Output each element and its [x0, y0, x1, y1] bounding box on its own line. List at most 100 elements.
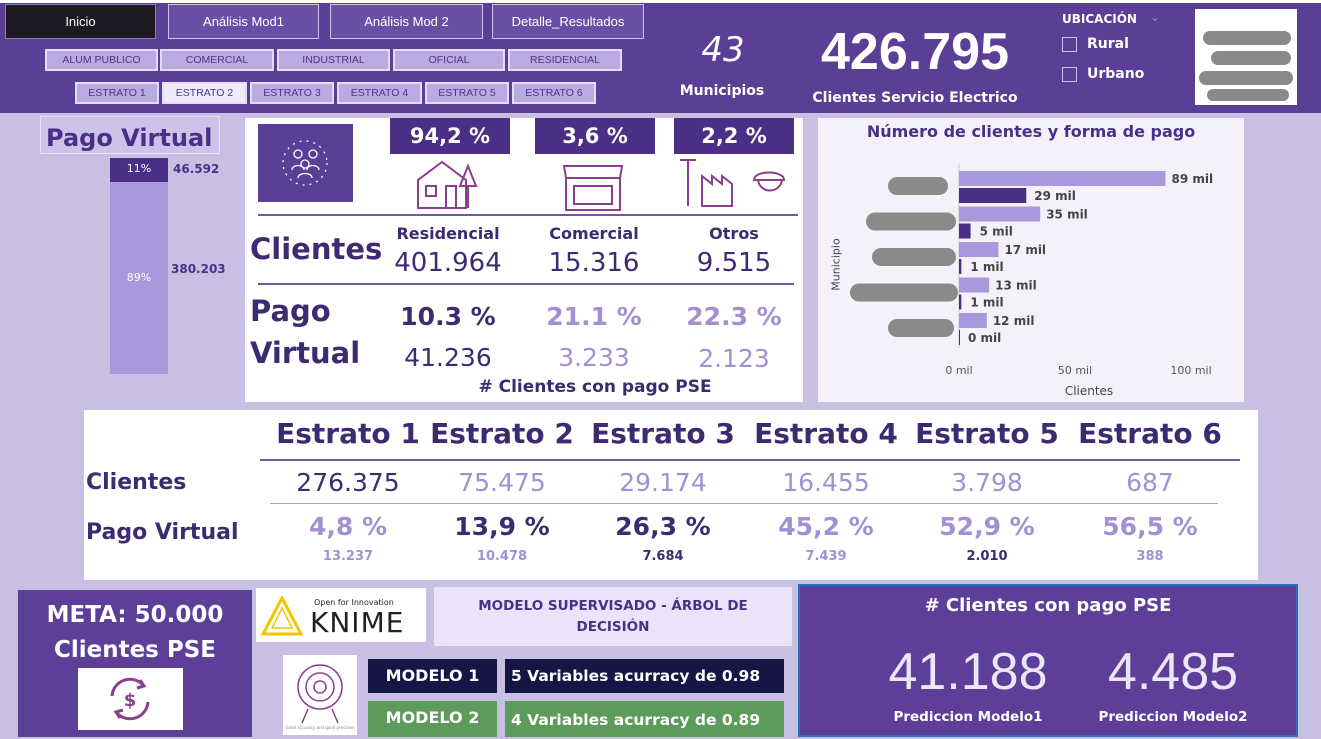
prediccion-panel [798, 584, 1298, 737]
modelo2-badge[interactable]: MODELO 2 [368, 701, 497, 737]
estrato-header-2: Estrato 2 [430, 417, 574, 450]
bar-pago-pse[interactable] [959, 259, 962, 274]
estratos-clientes-label: Clientes [86, 470, 187, 495]
pago-virtual-top-segment[interactable] [110, 158, 168, 182]
redacted-category-label[interactable] [850, 283, 958, 302]
tab-analisis-mod1[interactable]: Análisis Mod1 [168, 4, 319, 39]
bar-label: 0 mil [968, 331, 1001, 345]
comercial-label: Comercial [549, 224, 639, 243]
modelo1-badge[interactable]: MODELO 1 [368, 659, 497, 693]
knime-logo: Open for Innovation KNIME [256, 588, 426, 642]
filter-alum-publico[interactable]: ALUM PUBLICO [45, 49, 158, 71]
filter-estrato-4[interactable]: ESTRATO 4 [337, 82, 422, 104]
divider [260, 459, 1240, 461]
filter-estrato-6[interactable]: ESTRATO 6 [512, 82, 596, 104]
tab-detalle-resultados[interactable]: Detalle_Resultados [492, 4, 644, 39]
redacted-line [1211, 51, 1291, 65]
otros-pct: 2,2 % [674, 118, 794, 154]
knime-big: KNIME [310, 606, 405, 639]
knime-small: Open for Innovation [314, 598, 394, 607]
modelo-title: MODELO SUPERVISADO - ÁRBOL DE DECISIÓN [478, 598, 748, 635]
clientes-total-value: 426.795 [821, 23, 1009, 81]
bar-label: 5 mil [980, 225, 1013, 239]
filter-estrato-5[interactable]: ESTRATO 5 [425, 82, 509, 104]
filter-comercial[interactable]: COMERCIAL [160, 49, 274, 71]
estratos-pago-label: Pago Virtual [86, 520, 239, 545]
otros-clientes: 9.515 [696, 248, 772, 278]
x-tick-label: 0 mil [945, 364, 972, 377]
tab-inicio[interactable]: Inicio [5, 4, 156, 39]
estrato-pago-pct-2: 13,9 % [454, 512, 550, 541]
redacted-category-label[interactable] [888, 319, 954, 337]
bar-label: 29 mil [1034, 189, 1076, 203]
estrato-pago-value-6: 388 [1136, 549, 1164, 564]
estrato-clientes-3: 29.174 [619, 468, 707, 497]
estrato-pago-pct-3: 26,3 % [615, 512, 711, 541]
bar-clientes[interactable] [959, 206, 1041, 222]
comercial-pago-value: 3.233 [558, 343, 630, 372]
filter-estrato-1[interactable]: ESTRATO 1 [75, 82, 159, 104]
otros-pago-value: 2.123 [698, 344, 770, 373]
estrato-pago-pct-4: 45,2 % [778, 512, 874, 541]
filter-industrial[interactable]: INDUSTRIAL [277, 49, 390, 71]
bar-pago-pse[interactable] [959, 330, 960, 345]
pago-virtual-title-box [40, 116, 220, 154]
bar-label: 13 mil [995, 279, 1037, 293]
rural-label: Rural [1087, 36, 1129, 52]
estrato-pago-pct-1: 4,8 % [308, 512, 388, 541]
bar-pago-pse[interactable] [959, 294, 962, 310]
estrato-clientes-5: 3.798 [951, 468, 1023, 497]
chart-title: Número de clientes y forma de pago [866, 122, 1196, 141]
redacted-line [1207, 89, 1289, 101]
clientes-total-label: Clientes Servicio Electrico [812, 90, 1018, 106]
target-icon: Good accuracy and good precision [283, 655, 357, 735]
residencial-label: Residencial [396, 224, 500, 243]
redacted-category-label[interactable] [872, 248, 956, 266]
clientes-panel-footer: # Clientes con pago PSE [478, 377, 712, 397]
people-group-icon [258, 124, 353, 202]
pago-virtual-stacked-bar[interactable]: 11% 89% [110, 158, 168, 374]
comercial-clientes: 15.316 [548, 248, 640, 278]
modelo-title-box [434, 587, 792, 646]
filter-estrato-3[interactable]: ESTRATO 3 [250, 82, 334, 104]
bar-label: 17 mil [1004, 243, 1046, 257]
logo-placeholder [1195, 9, 1297, 105]
urbano-checkbox[interactable] [1062, 67, 1077, 82]
bar-clientes[interactable] [959, 277, 990, 293]
filter-estrato-2[interactable]: ESTRATO 2 [162, 82, 247, 104]
bar-clientes[interactable] [959, 313, 987, 328]
ubicacion-title: UBICACIÓN [1062, 12, 1137, 26]
prediccion-title: # Clientes con pago PSE [924, 595, 1172, 616]
rural-checkbox[interactable] [1062, 37, 1077, 52]
pago-virtual-title: Pago Virtual [46, 124, 213, 152]
estrato-header-1: Estrato 1 [276, 417, 420, 450]
filter-residencial[interactable]: RESIDENCIAL [508, 49, 622, 71]
estrato-header-3: Estrato 3 [591, 417, 735, 450]
estrato-clientes-4: 16.455 [782, 468, 870, 497]
bar-label: 35 mil [1046, 208, 1088, 222]
prediccion-modelo2-label: Prediccion Modelo2 [1098, 709, 1248, 725]
redacted-category-label[interactable] [866, 212, 956, 231]
estrato-pago-value-3: 7.684 [642, 549, 684, 564]
modelo2-desc: 4 Variables acurracy de 0.89 [505, 701, 784, 737]
residencial-pago-pct: 10.3 % [400, 302, 496, 331]
redacted-category-label[interactable] [888, 177, 948, 195]
municipios-value: 43 [701, 30, 745, 70]
industry-officer-icon [680, 159, 786, 207]
bar-label: 1 mil [970, 296, 1003, 310]
filter-oficial[interactable]: OFICIAL [393, 49, 505, 71]
target-caption: Good accuracy and good precision [285, 725, 355, 730]
chevron-down-icon[interactable]: ⌄ [1150, 10, 1161, 24]
pago-virtual-top-pct: 11% [126, 162, 152, 175]
bar-clientes[interactable] [959, 171, 1166, 186]
house-icon [417, 160, 478, 209]
prediccion-modelo1-value: 41.188 [888, 643, 1048, 701]
prediccion-modelo1-label: Prediccion Modelo1 [893, 709, 1043, 725]
bar-pago-pse[interactable] [959, 223, 971, 239]
bar-clientes[interactable] [959, 242, 999, 257]
meta-line1: META: 50.000 [46, 602, 224, 628]
bar-pago-pse[interactable] [959, 188, 1027, 203]
tab-analisis-mod2[interactable]: Análisis Mod 2 [330, 4, 483, 39]
svg-text:$: $ [124, 690, 137, 711]
